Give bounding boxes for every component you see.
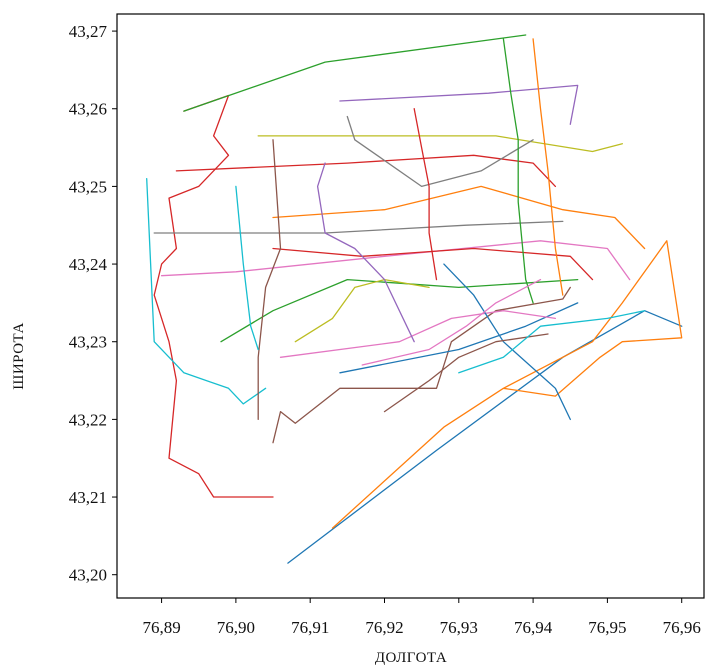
y-axis-label: ШИРОТА	[11, 322, 27, 390]
x-tick-label: 76,92	[365, 618, 403, 637]
y-tick-label: 43,27	[69, 22, 108, 41]
x-tick-label: 76,96	[663, 618, 701, 637]
x-tick-label: 76,94	[514, 618, 553, 637]
y-tick-label: 43,20	[69, 566, 107, 585]
x-tick-label: 76,91	[291, 618, 329, 637]
x-axis-label: ДОЛГОТА	[375, 650, 447, 666]
y-tick-label: 43,24	[69, 255, 108, 274]
y-tick-label: 43,22	[69, 410, 107, 429]
x-tick-label: 76,90	[217, 618, 255, 637]
y-tick-label: 43,26	[69, 100, 107, 119]
y-axis-ticks: 43,20 43,21 43,22 43,23 43,24 43,25 43,26 43,27	[69, 22, 117, 585]
y-tick-label: 43,25	[69, 177, 107, 196]
x-tick-label: 76,93	[440, 618, 478, 637]
plot-frame	[117, 14, 704, 598]
y-tick-label: 43,23	[69, 333, 107, 352]
y-tick-label: 43,21	[69, 488, 107, 507]
x-axis-ticks: 76,89 76,90 76,91 76,92 76,93 76,94 76,95 76,96	[142, 598, 700, 637]
x-tick-label: 76,95	[588, 618, 626, 637]
x-tick-label: 76,89	[142, 618, 180, 637]
